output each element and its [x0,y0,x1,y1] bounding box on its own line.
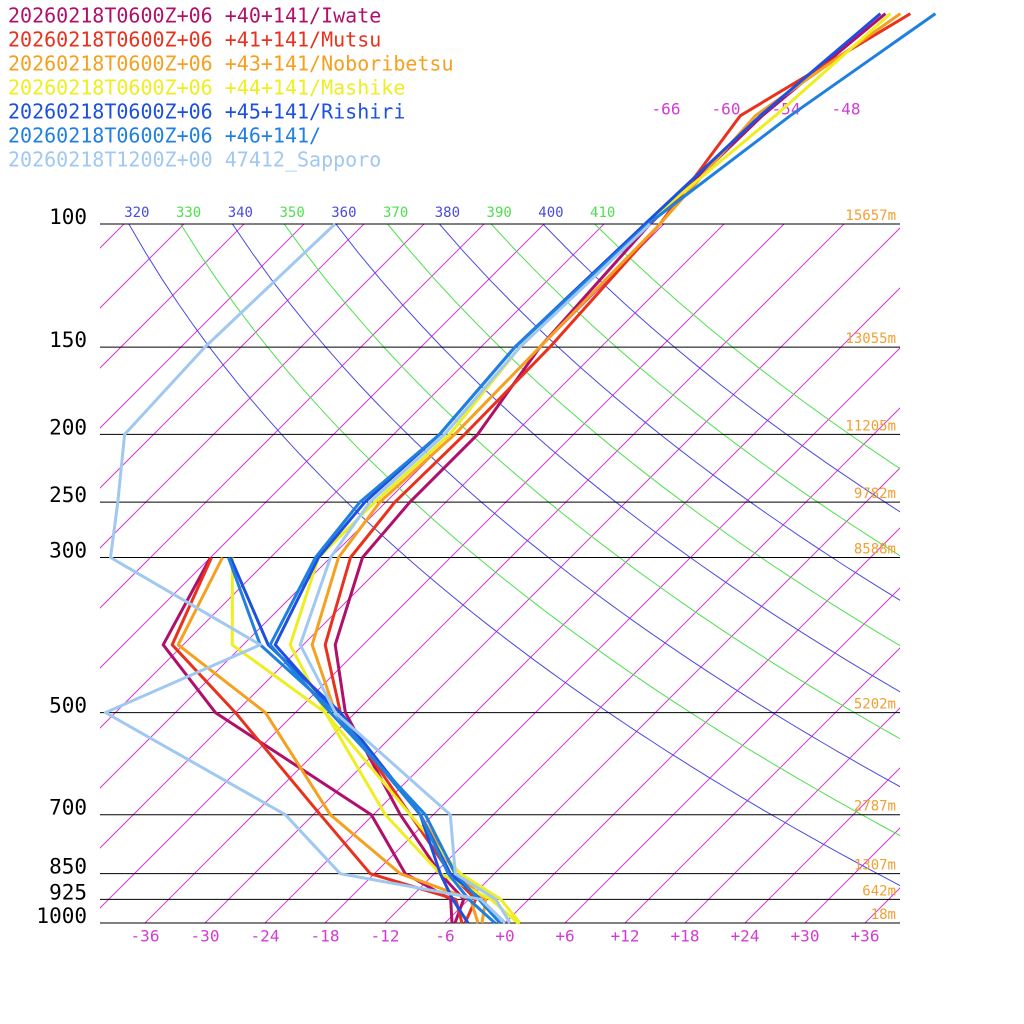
x-tick-label: +6 [555,927,574,946]
isotherm [925,224,1024,923]
isotherm [684,707,900,923]
isotherm [100,224,185,309]
temperature-profile [298,222,652,924]
y-tick-label: 300 [49,539,87,563]
y-tick-label: 925 [49,880,87,904]
theta-label: 360 [331,205,356,221]
height-label: 13055m [845,331,896,347]
dry-adiabat [180,224,900,837]
isotherm [384,407,900,923]
isotherm [144,224,845,923]
height-label: 18m [871,907,896,923]
height-label: 15657m [845,208,896,224]
height-label: 2787m [854,799,896,815]
x-tick-label: +30 [791,927,820,946]
height-label: 8588m [854,542,896,558]
dry-adiabat [594,224,900,470]
x-tick-label: -6 [435,927,454,946]
isotherm-label: -66 [652,100,681,119]
foreground: 320 330 340 350 360 370 380 390 400 410 100 15657m 1… [8,4,937,946]
dry-adiabat [231,224,900,788]
dry-adiabat [490,224,900,557]
theta-label: 350 [279,205,304,221]
dewpoint-profile [230,557,519,925]
y-tick-label: 1000 [36,904,87,928]
isotherm [504,527,900,923]
height-label: 5202m [854,697,896,713]
y-tick-label: 200 [49,415,87,439]
x-tick-label: +18 [671,927,700,946]
x-tick-label: +36 [851,927,880,946]
legend-entry: 20260218T0600Z+06 +46+141/ [8,124,321,148]
y-tick-label: 500 [49,694,87,718]
isotherm [985,224,1024,923]
x-tick-label: -36 [131,927,160,946]
isotherm [100,224,365,489]
theta-label: 320 [124,205,149,221]
theta-label: 410 [590,205,615,221]
theta-label: 370 [383,205,408,221]
background-lines [0,224,1024,923]
isotherm [204,227,900,923]
isotherm [0,224,4,923]
dry-adiabat [128,224,900,887]
y-tick-label: 100 [49,205,87,229]
theta-label: 380 [435,205,460,221]
isotherm [100,224,245,369]
legend-entry: 20260218T0600Z+06 +40+141/Iwate [8,4,381,28]
dry-adiabat [542,224,900,513]
theta-label: 400 [538,205,563,221]
isotherm-label: -48 [832,100,861,119]
temperature-profile [273,12,882,925]
dry-adiabat [386,224,900,647]
x-tick-label: -18 [311,927,340,946]
y-tick-label: 700 [49,796,87,820]
x-tick-label: -24 [251,927,280,946]
isotherm [100,224,785,909]
isotherm [864,887,900,923]
x-tick-label: -30 [191,927,220,946]
isotherm [744,767,900,923]
legend-entry: 20260218T0600Z+06 +45+141/Rishiri [8,100,405,124]
isotherm [264,287,900,923]
dewpoint-profile [170,556,464,924]
isotherm [564,587,900,923]
isotherm [100,224,545,669]
height-label: 11205m [845,418,896,434]
isotherm [100,224,305,429]
isotherm-label: -60 [712,100,741,119]
y-tick-label: 850 [49,855,87,879]
theta-label: 340 [228,205,253,221]
isotherm [100,224,605,729]
isotherm [324,347,900,923]
x-tick-label: -12 [371,927,400,946]
x-tick-label: +24 [731,927,760,946]
x-tick-label: +0 [495,927,514,946]
height-label: 9782m [854,486,896,502]
isotherm [624,647,900,923]
isotherm [804,827,900,923]
dry-adiabat [283,224,900,740]
height-label: 642m [862,883,896,899]
theta-label: 390 [487,205,512,221]
legend-entry: 20260218T0600Z+06 +44+141/Mashike [8,76,405,100]
legend-entry: 20260218T0600Z+06 +43+141/Noboribetsu [8,52,454,76]
isotherm [100,224,725,849]
dry-adiabat [438,224,900,601]
legend-entry: 20260218T0600Z+06 +41+141/Mutsu [8,28,381,52]
isotherm [100,224,425,549]
y-tick-label: 250 [49,483,87,507]
isotherm [444,467,900,923]
isotherm [100,224,485,609]
legend-entry: 20260218T1200Z+00 47412_Sapporo [8,148,381,172]
x-tick-label: +12 [611,927,640,946]
height-label: 1307m [854,858,896,874]
y-tick-label: 150 [49,328,87,352]
theta-label: 330 [176,205,201,221]
dry-adiabat [335,224,900,693]
dewpoint-profile [103,222,507,925]
